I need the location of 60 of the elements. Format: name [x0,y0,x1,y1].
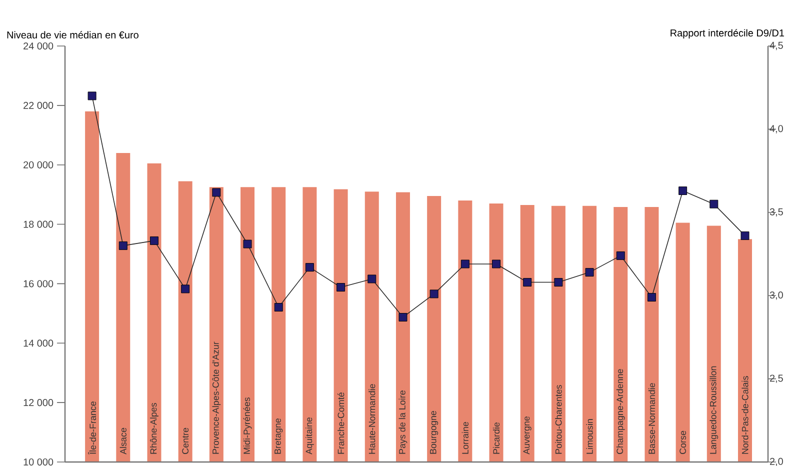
point [523,278,532,287]
x-tick-label: Basse-Normandie [648,383,656,454]
y-tick-label: 20 000 [24,161,54,168]
point [368,274,376,284]
x-tick-label: Bretagne [274,418,283,454]
y2-tick-label: 3,5 [770,208,783,217]
x-tick-label: Haute-Normandie [368,384,376,454]
point [616,251,625,260]
y-axis-title: Niveau de vie médian en €uro [7,31,138,38]
point [710,200,718,208]
y-tick-label: 10 000 [24,458,54,466]
y2-axis-title: Rapport interdécile D9/D1 [670,29,784,38]
point [274,303,283,312]
point [243,240,252,248]
point [305,263,314,272]
x-tick-label: Île-de-France [88,402,96,455]
y2-tick-label: 4,0 [770,125,783,134]
point [212,188,221,197]
x-tick-label: Provence-Alpes-Côte d'Azur [212,342,221,454]
x-tick-label: Bourgogne [430,410,438,454]
y-tick-label: 22 000 [24,102,54,109]
point [492,260,500,268]
x-tick-label: Poitou-Charentes [555,385,562,454]
y-tick-label: 14 000 [24,340,54,347]
y2-tick-label: 4,5 [770,42,783,50]
x-tick-label: Pays de la Loire [398,390,408,454]
point [118,241,128,250]
x-tick-label: Centre [182,428,189,454]
x-tick-label: Languedoc-Roussillon [710,366,718,454]
x-tick-label: Auvergne [523,416,532,454]
x-tick-label: Nord-Pas-de-Calais [742,376,748,454]
y-tick-label: 16 000 [24,280,54,288]
point [430,290,438,298]
point [181,284,190,294]
x-tick-label: Franche-Comté [337,392,344,454]
point [647,293,656,302]
point [150,236,158,245]
x-tick-label: Rhône-Alpes [150,402,158,454]
point [336,283,346,292]
x-tick-label: Midi-Pyrénées [243,397,252,454]
point [554,278,563,287]
x-tick-label: Limousin [586,419,593,454]
y-tick-label: 24 000 [24,42,54,50]
y-tick-label: 18 000 [24,220,54,228]
point [678,186,688,195]
y-tick-label: 12 000 [24,399,54,406]
y2-tick-label: 2,5 [770,374,783,383]
point [88,92,96,100]
x-tick-label: Alsace [120,428,126,454]
point [740,231,750,240]
x-tick-label: Lorraine [462,422,468,454]
y2-tick-label: 3,0 [770,291,783,300]
x-tick-label: Picardie [492,422,500,454]
x-tick-label: Aquitaine [306,417,314,454]
x-tick-label: Champagne-Ardenne [616,369,625,454]
point [460,260,470,268]
y2-tick-label: 2,0 [770,458,783,466]
point [585,268,594,277]
x-tick-label: Corse [680,430,686,454]
point [398,312,408,322]
